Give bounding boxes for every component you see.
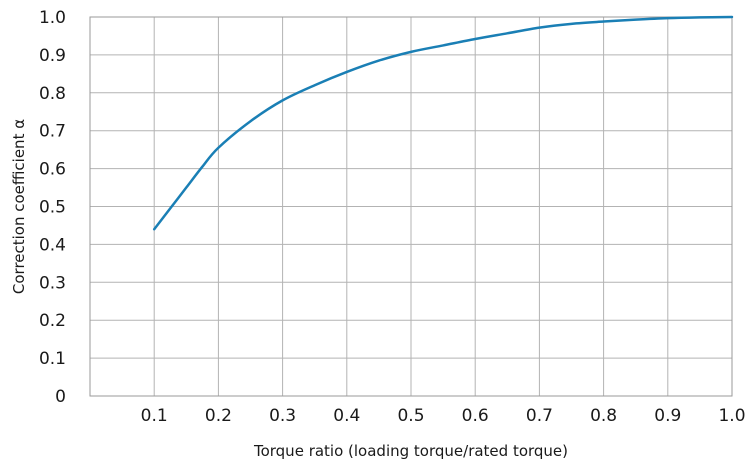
x-tick-label: 0.1 bbox=[141, 406, 168, 426]
plot-frame bbox=[89, 16, 733, 397]
y-tick-labels: 0 0.1 0.2 0.3 0.4 0.5 0.6 0.7 0.8 0.9 1.0 bbox=[39, 8, 66, 407]
x-tick-label: 1.0 bbox=[718, 406, 745, 426]
y-tick-label: 0.2 bbox=[39, 311, 66, 331]
y-axis-label: Correction coefficient α bbox=[10, 119, 28, 294]
x-tick-label: 0.4 bbox=[333, 406, 360, 426]
y-tick-label: 0 bbox=[55, 387, 66, 407]
y-tick-label: 0.1 bbox=[39, 349, 66, 369]
series-layer bbox=[152, 15, 734, 231]
x-tick-label: 0.2 bbox=[205, 406, 232, 426]
y-tick-label: 0.9 bbox=[39, 46, 66, 66]
y-tick-label: 0.5 bbox=[39, 198, 66, 218]
x-tick-label: 0.6 bbox=[462, 406, 489, 426]
y-tick-label: 0.3 bbox=[39, 273, 66, 293]
x-tick-label: 0.8 bbox=[590, 406, 617, 426]
grid bbox=[90, 16, 733, 397]
y-tick-label: 0.4 bbox=[39, 235, 66, 255]
x-tick-label: 0.7 bbox=[526, 406, 553, 426]
x-tick-label: 0.5 bbox=[397, 406, 424, 426]
y-tick-label: 0.6 bbox=[39, 160, 66, 180]
x-tick-label: 0.9 bbox=[654, 406, 681, 426]
series-line bbox=[152, 15, 734, 231]
x-tick-label: 0.3 bbox=[269, 406, 296, 426]
x-axis-label: Torque ratio (loading torque/rated torqu… bbox=[253, 442, 568, 460]
x-tick-labels: 0.1 0.2 0.3 0.4 0.5 0.6 0.7 0.8 0.9 1.0 bbox=[141, 406, 746, 426]
y-tick-label: 0.7 bbox=[39, 122, 66, 142]
y-tick-label: 0.8 bbox=[39, 84, 66, 104]
y-tick-label: 1.0 bbox=[39, 8, 66, 28]
